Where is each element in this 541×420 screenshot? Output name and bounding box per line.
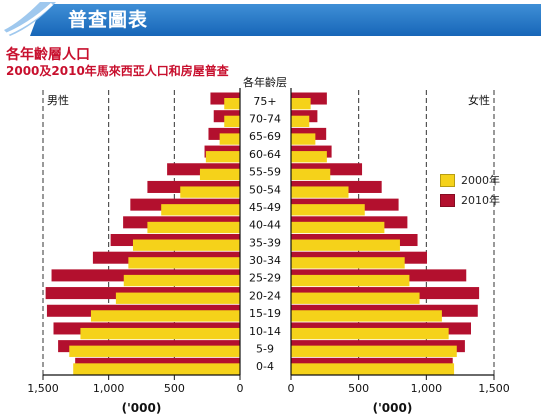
category-label: 45-49 [249,201,281,214]
chart-legend: 2000年 2010年 [440,170,500,210]
category-label: 25-29 [249,272,281,285]
x-tick-label: 1,500 [27,382,59,395]
category-label: 40-44 [249,219,281,232]
legend-swatch-2010 [440,193,455,207]
category-label: 70-74 [249,113,281,126]
category-label: 55-59 [249,166,281,179]
bar-2000 [199,168,240,181]
header-banner [0,0,541,40]
x-tick-label: 1,000 [93,382,125,395]
x-tick-label: 1,000 [411,382,443,395]
bar-2000 [291,186,349,198]
x-tick-label: 500 [348,382,369,395]
legend-swatch-2000 [440,173,455,187]
category-label: 35-39 [249,236,281,249]
x-axis-unit: ('000) [122,401,162,415]
x-tick-label: 1,500 [478,382,510,395]
x-tick-label: 0 [237,382,244,395]
bar-2000 [80,327,241,340]
bar-2000 [69,345,241,357]
bar-2000 [291,98,311,110]
legend-label-2010: 2010年 [461,194,500,207]
legend-item-2000: 2000年 [440,170,500,190]
bar-2000 [291,133,316,145]
legend-label-2000: 2000年 [461,174,500,187]
bar-2000 [219,133,240,145]
bar-2000 [147,221,240,234]
bar-2000 [291,115,310,128]
x-axis-unit: ('000) [373,401,413,415]
bar-2000 [123,274,240,287]
x-tick-label: 500 [164,382,185,395]
bar-2000 [180,186,240,198]
category-label: 50-54 [249,183,281,196]
bar-2000 [90,310,240,322]
category-label: 65-69 [249,130,281,143]
bar-2000 [291,204,365,216]
bar-2000 [291,327,449,340]
bar-2000 [291,363,455,375]
x-tick-label: 0 [288,382,295,395]
bar-2000 [161,204,240,216]
category-label: 5-9 [256,342,274,355]
bar-2000 [291,257,405,269]
bar-2000 [291,168,331,181]
category-label: 60-64 [249,148,281,161]
category-axis-label: 各年齡层 [243,75,287,89]
category-label: 0-4 [256,360,274,373]
bar-2000 [224,115,240,128]
bar-2000 [291,345,457,357]
bar-2000 [205,151,240,163]
bar-2000 [128,257,240,269]
panel-label-male: 男性 [47,93,69,107]
category-label: 75+ [253,95,276,108]
chart-subtitle: 2000及2010年馬來西亞人口和房屋普查 [6,64,229,78]
category-label: 15-19 [249,307,281,320]
bar-2000 [291,221,385,234]
bar-2000 [291,151,327,163]
bar-2000 [291,274,410,287]
bar-2000 [224,98,240,110]
bar-2000 [291,292,420,304]
bar-2000 [115,292,240,304]
banner-swoosh-icon [1,2,54,38]
category-label: 10-14 [249,325,281,338]
category-label: 20-24 [249,289,281,302]
category-label: 30-34 [249,254,281,267]
legend-item-2010: 2010年 [440,190,500,210]
banner-title: 普查圖表 [68,9,149,31]
panel-label-female: 女性 [468,93,490,107]
chart-title: 各年齡層人口 [6,47,90,63]
bar-2000 [132,239,240,251]
bar-2000 [73,363,240,375]
bar-2000 [291,239,400,251]
bar-2000 [291,310,442,322]
